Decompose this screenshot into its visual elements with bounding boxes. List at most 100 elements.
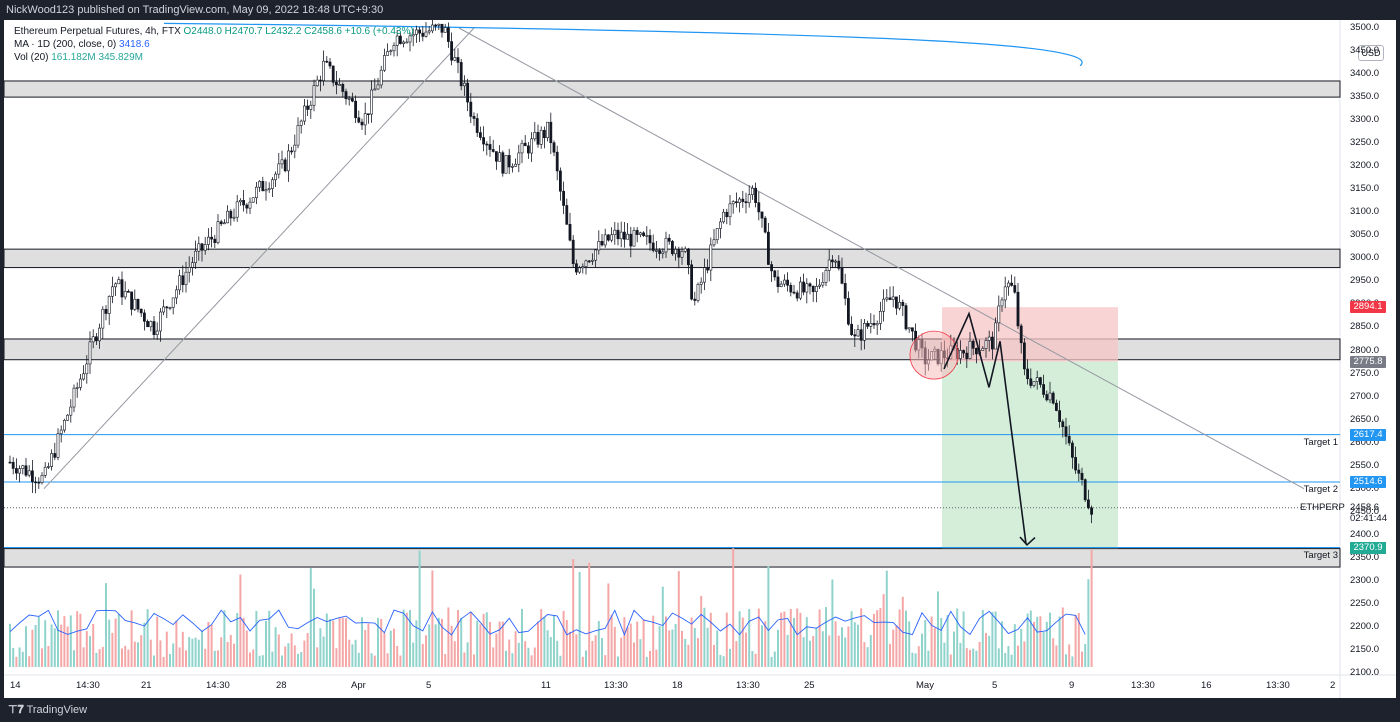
- bar-countdown: 02:41:44: [1350, 512, 1387, 524]
- candle-body: [898, 301, 902, 309]
- volume-bar: [793, 617, 795, 667]
- candle-body: [725, 211, 729, 218]
- volume-bar: [1052, 638, 1055, 667]
- volume-bar: [194, 637, 197, 667]
- candle-body: [472, 116, 476, 119]
- candle-body: [664, 237, 668, 253]
- symbol-legend: Ethereum Perpetual Futures, 4h, FTX O244…: [14, 26, 414, 37]
- candle-body: [325, 60, 329, 63]
- symbol-name: Ethereum Perpetual Futures, 4h, FTX: [14, 26, 181, 37]
- volume-bar: [585, 650, 587, 667]
- candle-body: [127, 291, 130, 293]
- volume-bar: [930, 616, 933, 667]
- volume-bar: [847, 626, 850, 667]
- price-tick-label: 2300.0: [1350, 574, 1380, 586]
- candle-body: [962, 350, 966, 354]
- time-tick-label: May: [916, 680, 934, 691]
- candle-body: [446, 27, 450, 42]
- volume-bar: [156, 616, 159, 667]
- currency-button[interactable]: USD: [1358, 45, 1384, 61]
- candle-body: [175, 289, 178, 299]
- candle-body: [773, 270, 777, 278]
- price-tick-label: 2400.0: [1350, 528, 1380, 540]
- volume-bar: [1007, 646, 1010, 667]
- price-chart-canvas[interactable]: [4, 20, 1396, 698]
- publisher-text: NickWood123 published on TradingView.com…: [6, 4, 384, 16]
- candle-body: [491, 149, 495, 152]
- volume-bar: [261, 655, 264, 667]
- volume-bar: [757, 608, 760, 667]
- candle-body: [408, 35, 412, 43]
- volume-bar: [549, 637, 552, 667]
- volume-bar: [924, 620, 927, 667]
- candle-body: [584, 260, 588, 267]
- volume-bar: [169, 654, 171, 667]
- candle-body: [267, 188, 271, 190]
- candle-body: [661, 251, 665, 254]
- volume-bar: [713, 644, 715, 667]
- candle-body: [168, 307, 172, 309]
- candle-body: [1048, 392, 1052, 401]
- candle-body: [734, 201, 738, 203]
- candle-body: [363, 113, 367, 126]
- volume-bar: [79, 613, 82, 667]
- candle-body: [853, 334, 857, 337]
- candle-body: [34, 481, 38, 484]
- volume-legend[interactable]: Vol (20) 161.182M 345.829M: [14, 52, 143, 63]
- candle-body: [702, 267, 706, 283]
- volume-bar: [665, 616, 667, 667]
- volume-bar: [543, 616, 546, 667]
- volume-bar: [457, 610, 459, 667]
- volume-bar: [1023, 641, 1026, 667]
- volume-bar: [313, 588, 315, 667]
- chart-area[interactable]: Ethereum Perpetual Futures, 4h, FTX O244…: [4, 20, 1396, 698]
- volume-bar: [21, 651, 24, 667]
- price-badge[interactable]: 2617.4: [1350, 428, 1386, 441]
- volume-bar: [85, 631, 88, 667]
- volume-bar: [857, 624, 859, 667]
- volume-bar: [60, 624, 63, 667]
- volume-bar: [495, 633, 498, 667]
- take-profit-zone: [942, 361, 1118, 549]
- price-badge[interactable]: 2514.6: [1350, 475, 1386, 488]
- price-badge[interactable]: 2370.9: [1350, 542, 1386, 555]
- candle-body: [91, 336, 95, 343]
- candle-body: [629, 233, 633, 247]
- volume-bar: [140, 635, 143, 667]
- candle-body: [1074, 457, 1078, 471]
- volume-bar: [921, 633, 923, 667]
- candle-body: [21, 465, 25, 469]
- volume-bar: [258, 655, 261, 667]
- candle-body: [143, 312, 146, 322]
- volume-bar: [639, 639, 642, 667]
- volume-bar: [265, 620, 267, 667]
- candle-body: [590, 259, 594, 262]
- candle-body: [747, 194, 751, 204]
- time-tick-label: 14:30: [76, 680, 100, 691]
- candle-body: [117, 279, 121, 285]
- candle-body: [251, 197, 255, 203]
- ma-legend[interactable]: MA · 1D (200, close, 0) 3418.6: [14, 39, 150, 50]
- candle-body: [690, 264, 694, 300]
- price-badge[interactable]: 2775.8: [1350, 355, 1386, 368]
- volume-bar: [965, 648, 968, 667]
- candle-body: [149, 321, 153, 328]
- volume-bar: [255, 610, 258, 667]
- time-tick-label: 5: [992, 680, 998, 691]
- volume-bar: [546, 630, 549, 667]
- volume-bar: [732, 548, 735, 667]
- candle-body: [459, 62, 463, 87]
- volume-bar: [722, 656, 725, 667]
- volume-bar: [428, 624, 431, 667]
- volume-bar: [908, 621, 911, 667]
- volume-bar: [1033, 621, 1035, 667]
- price-badge[interactable]: 2894.1: [1350, 301, 1386, 314]
- volume-bar: [668, 630, 671, 667]
- volume-bar: [953, 631, 955, 667]
- time-tick-label: 13:30: [1131, 680, 1155, 691]
- volume-bar: [271, 651, 274, 667]
- volume-bar: [242, 617, 245, 667]
- volume-bar: [402, 609, 405, 667]
- candle-body: [606, 234, 610, 241]
- candle-body: [37, 481, 41, 484]
